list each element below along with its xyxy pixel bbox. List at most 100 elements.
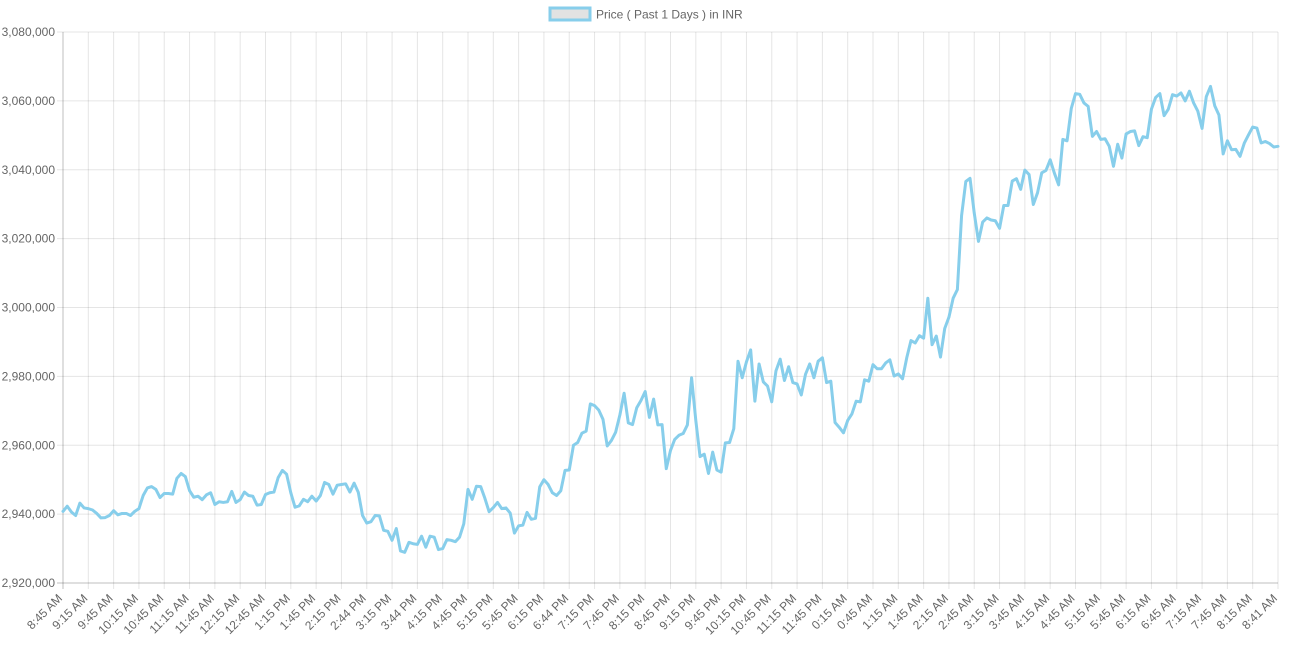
- data-point[interactable]: [386, 530, 390, 533]
- data-point[interactable]: [622, 392, 626, 395]
- data-point[interactable]: [192, 496, 195, 499]
- data-point[interactable]: [112, 509, 115, 512]
- data-point[interactable]: [504, 506, 508, 510]
- data-point[interactable]: [399, 549, 402, 553]
- data-point[interactable]: [272, 490, 276, 494]
- data-point[interactable]: [812, 376, 816, 379]
- data-point[interactable]: [648, 416, 651, 419]
- data-point[interactable]: [475, 485, 478, 488]
- data-point[interactable]: [521, 523, 525, 527]
- data-point[interactable]: [694, 419, 698, 422]
- data-point[interactable]: [163, 492, 166, 495]
- data-point[interactable]: [846, 419, 849, 422]
- data-point[interactable]: [1086, 105, 1090, 108]
- data-point[interactable]: [373, 514, 377, 517]
- data-point[interactable]: [188, 489, 191, 492]
- data-point[interactable]: [960, 214, 963, 217]
- data-point[interactable]: [247, 494, 250, 497]
- data-point[interactable]: [319, 494, 322, 497]
- data-point[interactable]: [306, 500, 309, 503]
- data-point[interactable]: [196, 495, 200, 498]
- data-point[interactable]: [850, 412, 854, 416]
- data-point[interactable]: [808, 362, 811, 366]
- data-point[interactable]: [213, 503, 217, 506]
- data-point[interactable]: [935, 334, 938, 338]
- data-point[interactable]: [652, 397, 655, 401]
- data-point[interactable]: [1221, 152, 1225, 156]
- data-point[interactable]: [146, 486, 149, 490]
- data-point[interactable]: [496, 501, 499, 504]
- data-point[interactable]: [449, 539, 453, 542]
- data-point[interactable]: [230, 490, 233, 493]
- data-point[interactable]: [563, 469, 567, 472]
- data-point[interactable]: [289, 491, 293, 494]
- data-point[interactable]: [1133, 129, 1136, 133]
- data-point[interactable]: [673, 438, 676, 441]
- data-point[interactable]: [82, 506, 86, 510]
- data-point[interactable]: [795, 382, 799, 386]
- data-point[interactable]: [1078, 93, 1081, 96]
- data-point[interactable]: [1011, 179, 1014, 183]
- data-point[interactable]: [897, 372, 900, 376]
- data-point[interactable]: [859, 400, 862, 404]
- data-point[interactable]: [1108, 145, 1111, 148]
- data-point[interactable]: [268, 491, 271, 494]
- data-point[interactable]: [1158, 92, 1162, 95]
- data-point[interactable]: [179, 472, 183, 475]
- data-point[interactable]: [331, 492, 335, 496]
- data-point[interactable]: [905, 356, 908, 359]
- data-point[interactable]: [660, 423, 664, 426]
- data-point[interactable]: [833, 421, 837, 424]
- data-point[interactable]: [420, 534, 423, 538]
- data-point[interactable]: [395, 527, 398, 530]
- data-point[interactable]: [1082, 101, 1086, 105]
- data-point[interactable]: [732, 427, 735, 430]
- data-point[interactable]: [1183, 99, 1187, 103]
- data-point[interactable]: [724, 441, 727, 445]
- data-point[interactable]: [601, 418, 605, 421]
- data-point[interactable]: [669, 449, 672, 452]
- data-point[interactable]: [1057, 183, 1060, 187]
- data-point[interactable]: [926, 297, 930, 300]
- data-point[interactable]: [1099, 138, 1103, 141]
- data-point[interactable]: [901, 377, 904, 380]
- data-point[interactable]: [1065, 139, 1069, 143]
- data-point[interactable]: [61, 510, 65, 513]
- data-point[interactable]: [129, 514, 132, 517]
- data-point[interactable]: [715, 468, 719, 472]
- data-point[interactable]: [222, 501, 225, 504]
- data-point[interactable]: [508, 511, 512, 515]
- data-point[interactable]: [880, 367, 883, 370]
- data-point[interactable]: [939, 355, 942, 359]
- data-point[interactable]: [749, 348, 752, 352]
- data-point[interactable]: [154, 488, 158, 491]
- data-point[interactable]: [614, 430, 617, 434]
- data-point[interactable]: [264, 493, 267, 496]
- data-point[interactable]: [542, 478, 546, 481]
- data-point[interactable]: [471, 498, 474, 501]
- data-point[interactable]: [171, 492, 174, 496]
- data-point[interactable]: [1162, 114, 1166, 117]
- data-point[interactable]: [1171, 93, 1174, 96]
- data-point[interactable]: [1238, 155, 1242, 158]
- data-point[interactable]: [572, 444, 575, 447]
- data-point[interactable]: [462, 522, 465, 525]
- data-point[interactable]: [1070, 107, 1073, 110]
- data-point[interactable]: [770, 400, 773, 404]
- data-point[interactable]: [141, 494, 145, 497]
- data-point[interactable]: [762, 380, 765, 384]
- data-point[interactable]: [1213, 104, 1216, 107]
- data-point[interactable]: [416, 543, 419, 546]
- data-point[interactable]: [753, 399, 757, 403]
- data-point[interactable]: [158, 496, 162, 499]
- data-point[interactable]: [1154, 96, 1157, 99]
- data-point[interactable]: [441, 547, 444, 550]
- data-point[interactable]: [1053, 171, 1056, 175]
- data-point[interactable]: [597, 408, 600, 412]
- data-point[interactable]: [804, 373, 807, 376]
- chart-legend[interactable]: Price ( Past 1 Days ) in INR: [548, 6, 743, 22]
- data-point[interactable]: [1268, 142, 1271, 145]
- data-point[interactable]: [70, 510, 73, 514]
- data-point[interactable]: [829, 380, 833, 383]
- data-point[interactable]: [816, 360, 820, 363]
